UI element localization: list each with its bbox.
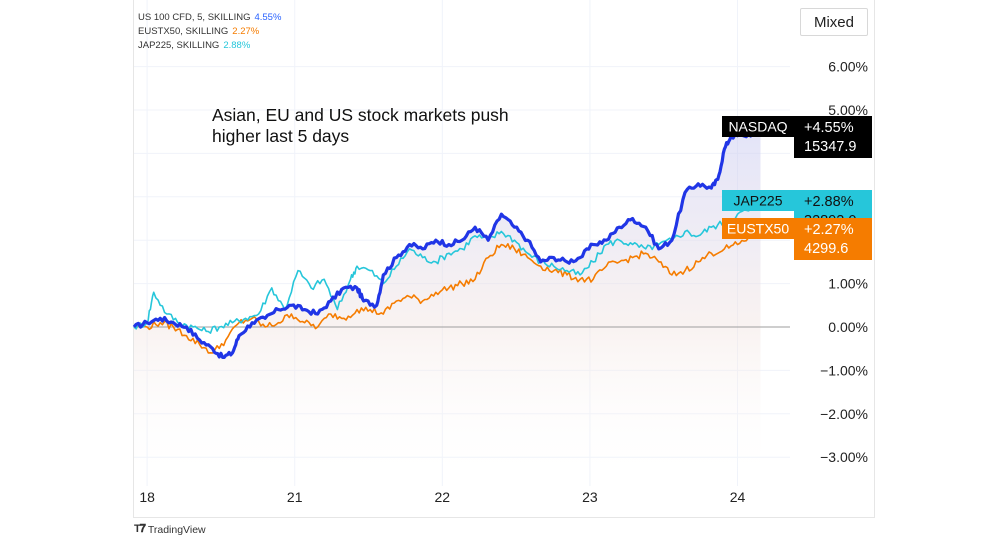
x-tick-label: 21	[287, 489, 303, 505]
scale-mode-button[interactable]: Mixed	[800, 8, 868, 36]
tag-name-label: EUSTX50	[727, 221, 789, 237]
tag-name-label: JAP225	[733, 193, 782, 209]
price-tag-eustx50[interactable]: EUSTX50 +2.27% 4299.6	[722, 218, 872, 260]
chart-title: Asian, EU and US stock markets push high…	[212, 105, 592, 147]
legend-item-nasdaq[interactable]: US 100 CFD, 5, SKILLING 4.55%	[138, 11, 281, 25]
chart-frame	[133, 0, 875, 518]
legend-item-eustx50[interactable]: EUSTX50, SKILLING 2.27%	[138, 25, 281, 39]
x-tick-label: 22	[435, 489, 451, 505]
legend-value: 4.55%	[254, 12, 282, 23]
y-tick-label: 0.00%	[828, 319, 868, 335]
tag-price-label: 4299.6	[804, 241, 848, 257]
nasdaq-area-fill	[134, 129, 761, 486]
tag-change-label: +2.27%	[804, 222, 854, 238]
legend-value: 2.27%	[232, 26, 260, 37]
series-line-eustx50[interactable]	[133, 228, 762, 354]
x-axis: 18 21 22 23 24	[139, 489, 745, 505]
y-tick-label: 6.00%	[828, 59, 868, 75]
tradingview-logo-icon: T𝟕	[134, 523, 146, 535]
tag-value-box	[794, 218, 872, 260]
tag-name-box	[722, 116, 794, 137]
y-tick-label: −1.00%	[820, 362, 868, 378]
tag-name-label: NASDAQ	[728, 119, 787, 135]
y-tick-label: 1.00%	[828, 276, 868, 292]
chart-title-line: Asian, EU and US stock markets push	[212, 105, 509, 125]
legend: US 100 CFD, 5, SKILLING 4.55% EUSTX50, SK…	[138, 11, 281, 53]
legend-item-jap225[interactable]: JAP225, SKILLING 2.88%	[138, 39, 281, 53]
y-axis: 6.00% 5.00% 1.00% 0.00% −1.00% −2.00% −3.00%	[820, 59, 868, 466]
tag-name-box	[722, 190, 794, 211]
series-line-nasdaq[interactable]	[132, 128, 762, 359]
price-tags: NASDAQ+4.55%15347.9JAP225+2.88%32892.0EU…	[722, 116, 872, 260]
tag-name-box	[722, 218, 794, 239]
x-tick-label: 23	[582, 489, 598, 505]
series-layer	[132, 128, 762, 359]
tag-price-label: 15347.9	[804, 139, 856, 155]
y-tick-label: −3.00%	[820, 449, 868, 465]
chart-title-line: higher last 5 days	[212, 126, 350, 146]
x-tick-label: 18	[139, 489, 155, 505]
price-tag-nasdaq[interactable]: NASDAQ +4.55% 15347.9	[722, 116, 872, 158]
tag-value-box	[794, 116, 872, 158]
legend-label: JAP225, SKILLING	[138, 40, 220, 51]
legend-label: US 100 CFD, 5, SKILLING	[138, 12, 251, 23]
attribution-text: TradingView	[147, 523, 206, 536]
tag-change-label: +2.88%	[804, 194, 854, 210]
tag-change-label: +4.55%	[804, 120, 854, 136]
y-tick-label: 5.00%	[828, 102, 868, 118]
legend-label: EUSTX50, SKILLING	[138, 26, 229, 37]
y-tick-label: −2.00%	[820, 406, 868, 422]
x-tick-label: 24	[730, 489, 746, 505]
tradingview-attribution[interactable]: T𝟕 TradingView	[134, 523, 206, 536]
legend-value: 2.88%	[223, 40, 251, 51]
